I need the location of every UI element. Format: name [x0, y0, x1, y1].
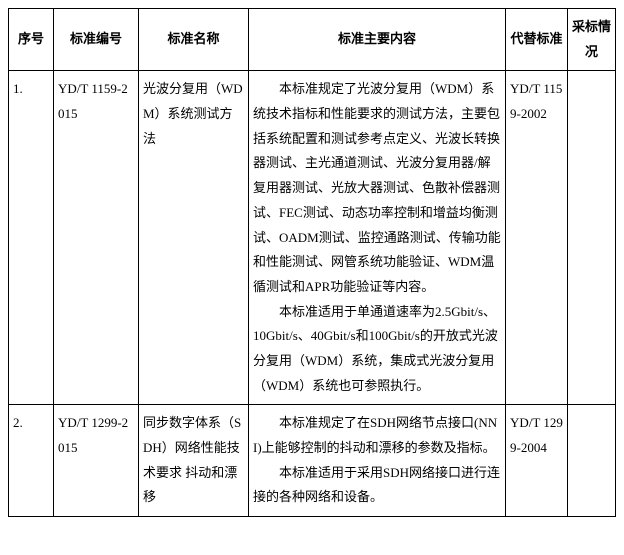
cell-replace: YD/T 1299-2004: [506, 405, 568, 517]
cell-seq: 2.: [9, 405, 54, 517]
table-row: 2. YD/T 1299-2015 同步数字体系（SDH）网络性能技术要求 抖动…: [9, 405, 616, 517]
cell-replace: YD/T 1159-2002: [506, 71, 568, 405]
cell-seq: 1.: [9, 71, 54, 405]
cell-code: YD/T 1299-2015: [54, 405, 139, 517]
header-seq: 序号: [9, 9, 54, 71]
cell-name: 光波分复用（WDM）系统测试方法: [139, 71, 249, 405]
cell-content: 本标准规定了光波分复用（WDM）系统技术指标和性能要求的测试方法，主要包括系统配…: [249, 71, 506, 405]
content-paragraph: 本标准规定了在SDH网络节点接口(NNI)上能够控制的抖动和漂移的参数及指标。: [253, 411, 501, 460]
header-content: 标准主要内容: [249, 9, 506, 71]
header-adopt: 采标情况: [568, 9, 616, 71]
content-paragraph: 本标准适用于采用SDH网络接口进行连接的各种网络和设备。: [253, 461, 501, 510]
table-header-row: 序号 标准编号 标准名称 标准主要内容 代替标准 采标情况: [9, 9, 616, 71]
cell-adopt: [568, 71, 616, 405]
cell-content: 本标准规定了在SDH网络节点接口(NNI)上能够控制的抖动和漂移的参数及指标。 …: [249, 405, 506, 517]
table-row: 1. YD/T 1159-2015 光波分复用（WDM）系统测试方法 本标准规定…: [9, 71, 616, 405]
header-name: 标准名称: [139, 9, 249, 71]
header-code: 标准编号: [54, 9, 139, 71]
standards-table: 序号 标准编号 标准名称 标准主要内容 代替标准 采标情况 1. YD/T 11…: [8, 8, 616, 517]
cell-code: YD/T 1159-2015: [54, 71, 139, 405]
content-paragraph: 本标准适用于单通道速率为2.5Gbit/s、10Gbit/s、40Gbit/s和…: [253, 300, 501, 399]
cell-name: 同步数字体系（SDH）网络性能技术要求 抖动和漂移: [139, 405, 249, 517]
content-paragraph: 本标准规定了光波分复用（WDM）系统技术指标和性能要求的测试方法，主要包括系统配…: [253, 77, 501, 299]
cell-adopt: [568, 405, 616, 517]
header-replace: 代替标准: [506, 9, 568, 71]
